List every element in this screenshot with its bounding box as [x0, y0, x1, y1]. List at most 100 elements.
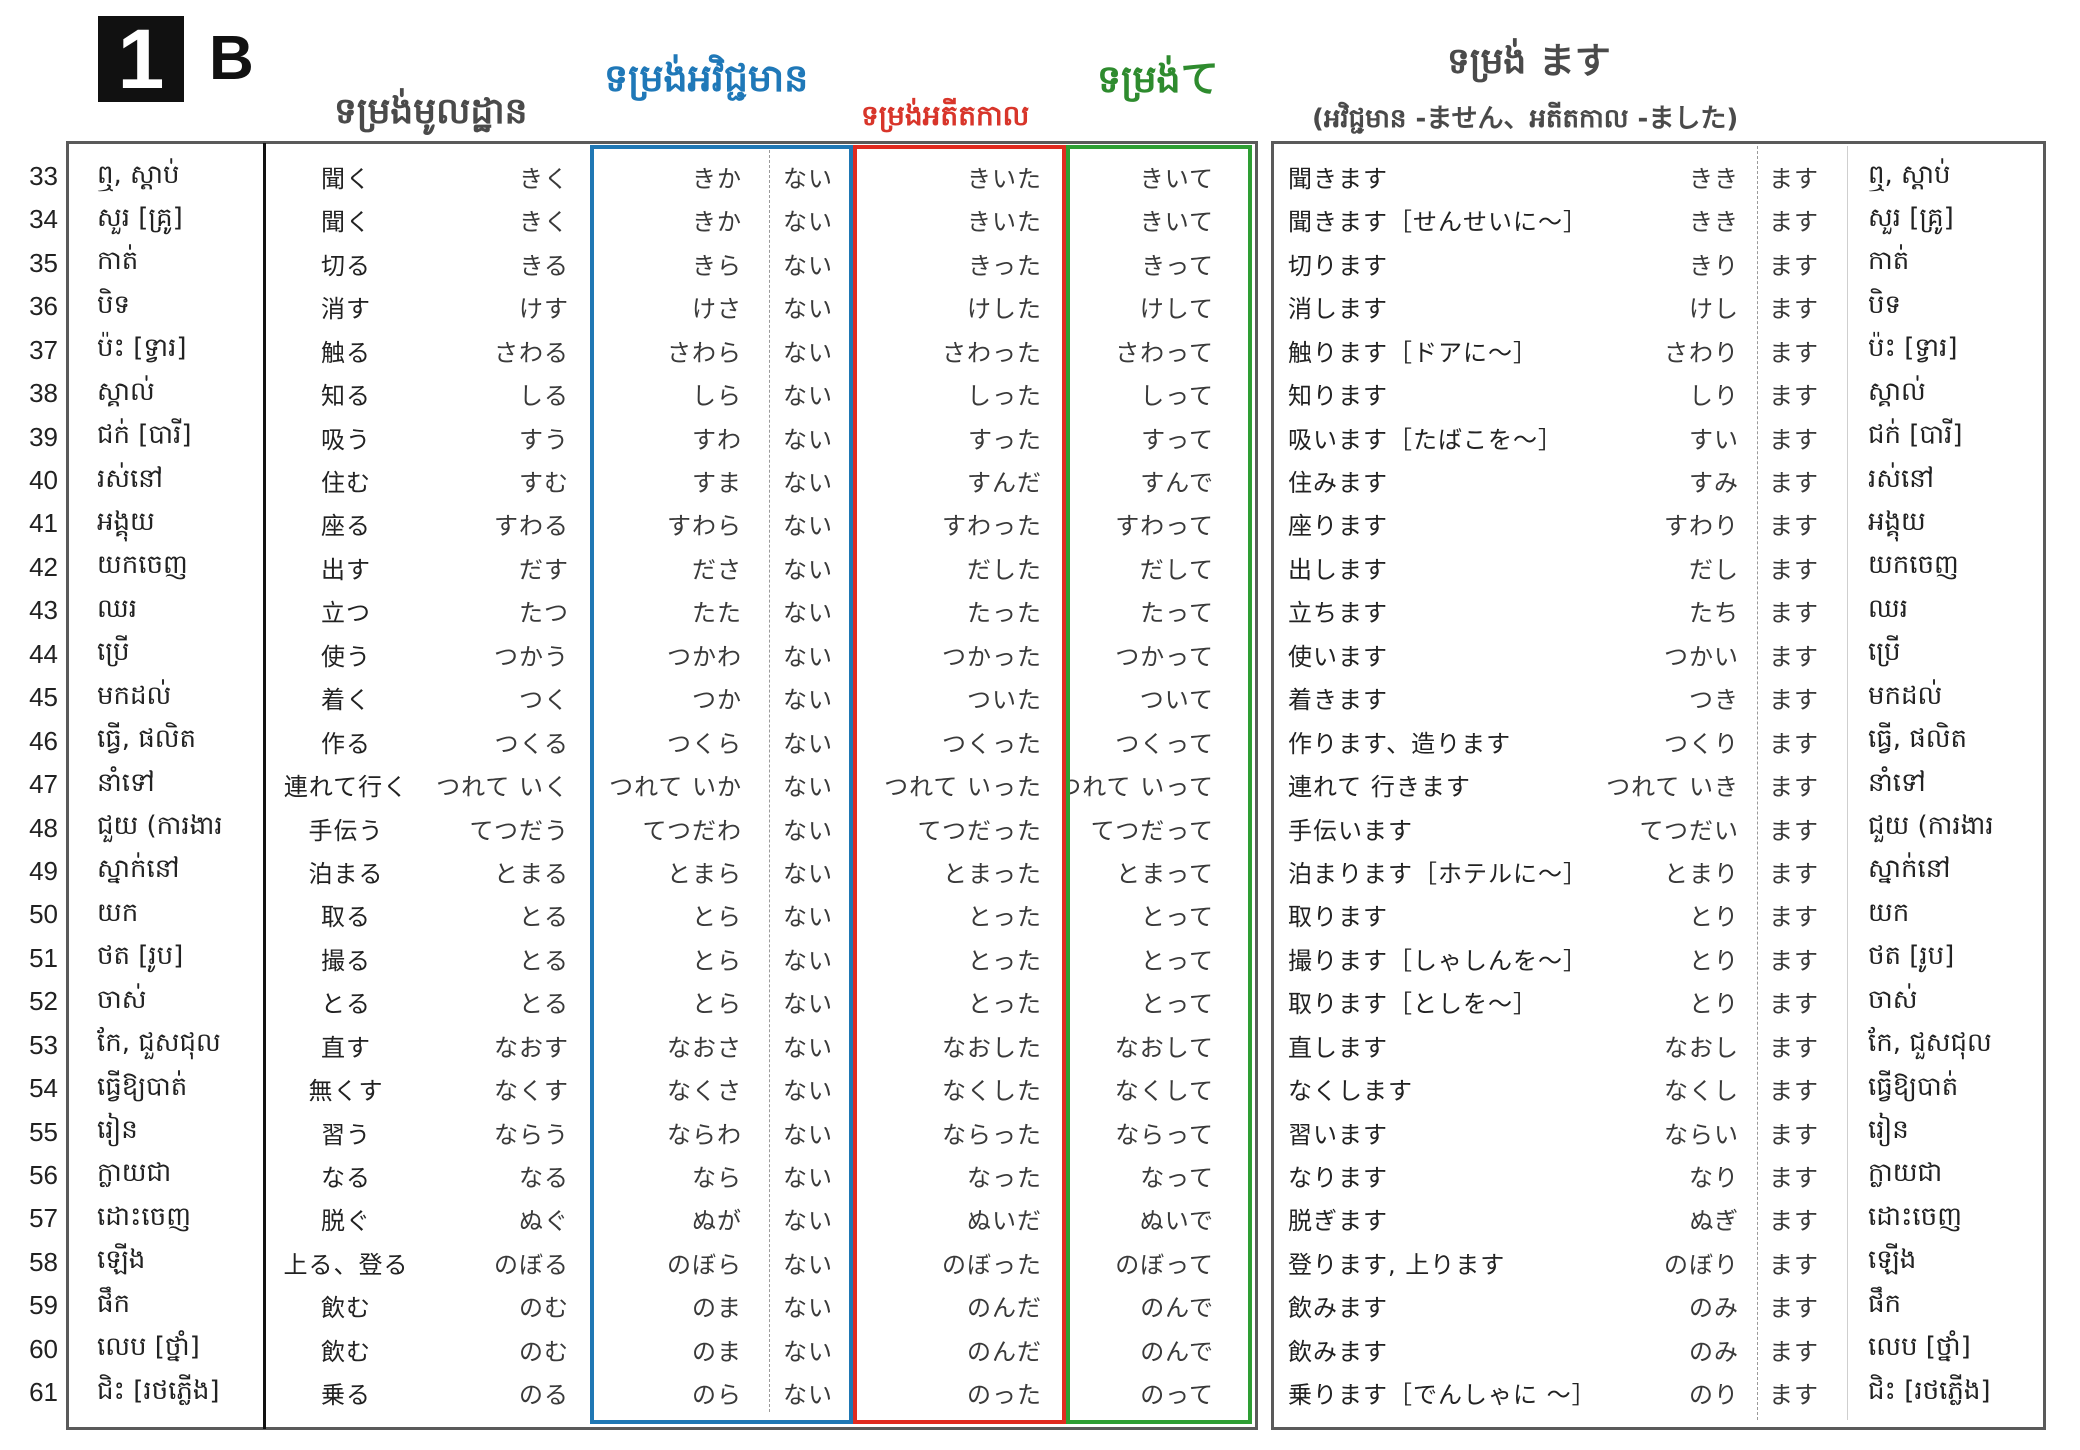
meaning-km-right: ដោះចេញ — [1868, 1201, 1962, 1232]
masu-form: 吸います［たばこを～］ — [1288, 425, 1563, 454]
meaning-km: ផឹក — [97, 1288, 131, 1319]
masu-form: 習います — [1288, 1120, 1388, 1149]
header-masu-subtitle: (អវិជ្ជមាន -ません、អតីតកាល -ました) — [1312, 104, 1739, 134]
negative-stem: すわら — [667, 512, 742, 541]
meaning-km: មកដល់ — [97, 680, 172, 711]
negative-suffix: ない — [783, 903, 833, 932]
masu-stem: とり — [1689, 903, 1739, 932]
dict-kanji: 習う — [321, 1120, 371, 1149]
table-row: 41 អង្គុយ 座る すわる すわら ない すわった すわって 座ります すわり ます អង្គុ… — [0, 502, 2080, 545]
masu-form: 聞きます — [1288, 165, 1388, 193]
te-form: とって — [1140, 903, 1214, 932]
row-number: 35 — [29, 247, 58, 278]
dict-kana: とまる — [494, 859, 569, 888]
table-row: 40 រស់នៅ 住む すむ すま ない すんだ すんで 住みます すみ ます រស់នៅ — [0, 459, 2080, 502]
meaning-km: បិទ — [97, 289, 131, 320]
negative-suffix: ない — [783, 859, 833, 888]
masu-form: 着きます — [1288, 686, 1388, 715]
masu-form: なくします — [1288, 1077, 1413, 1105]
negative-stem: なおさ — [667, 1033, 742, 1062]
meaning-km-right: ឡើង — [1868, 1245, 1917, 1276]
meaning-km-right: កាត់ — [1868, 246, 1910, 277]
masu-suffix: ます — [1769, 1337, 1819, 1366]
masu-stem: すわり — [1664, 512, 1739, 541]
masu-suffix: ます — [1769, 469, 1819, 497]
meaning-km: ស្នាក់នៅ — [97, 854, 180, 885]
meaning-km: លេប [ថ្នាំ] — [97, 1332, 200, 1363]
masu-form: 撮ります［しゃしんを～］ — [1288, 946, 1588, 975]
te-form: つれて いって — [1070, 773, 1214, 801]
past-form: つくった — [942, 729, 1042, 758]
header-dictionary-form: ទម្រង់មូលដ្ឋាន — [334, 91, 528, 132]
masu-suffix: ます — [1769, 1120, 1819, 1149]
table-row: 46 ធ្វើ, ផលិត 作る つくる つくら ない つくった つくって 作ります、造ります つ… — [0, 720, 2080, 763]
negative-stem: のぼら — [667, 1250, 742, 1279]
te-form: たって — [1140, 599, 1214, 628]
masu-stem: ならい — [1664, 1120, 1739, 1149]
masu-form: 脱ぎます — [1288, 1207, 1388, 1236]
past-form: つれて いった — [884, 773, 1042, 801]
past-form: だした — [967, 555, 1042, 584]
te-form: だして — [1139, 555, 1214, 584]
dict-kanji: 吸う — [321, 425, 371, 454]
masu-stem: なおし — [1664, 1033, 1739, 1062]
masu-form: 知ります — [1288, 382, 1388, 411]
meaning-km: យក — [97, 897, 139, 928]
negative-stem: きか — [692, 165, 742, 193]
past-form: つかった — [942, 642, 1042, 671]
negative-suffix: ない — [783, 251, 833, 280]
meaning-km-right: ឮ, ស្តាប់ — [1868, 159, 1951, 190]
dict-kana: つく — [519, 686, 569, 715]
negative-suffix: ない — [783, 1381, 833, 1409]
negative-stem: ださ — [692, 555, 742, 584]
table-row: 54 ធ្វើឱ្យបាត់ 無くす なくす なくさ ない なくした なくして なくします なくし… — [0, 1067, 2080, 1110]
meaning-km: រៀន — [97, 1115, 138, 1145]
dict-kanji: 飲む — [321, 1294, 371, 1323]
masu-suffix-divider — [1757, 146, 1758, 1420]
dict-kana: しる — [519, 382, 569, 411]
negative-suffix: ない — [783, 1250, 833, 1279]
past-form: てつだった — [917, 816, 1042, 845]
te-form: すんで — [1140, 469, 1214, 497]
negative-suffix: ない — [783, 729, 833, 758]
table-row: 61 ជិះ [រថភ្លើង] 乗る のる のら ない のった のって 乗ります［でんしゃに … — [0, 1371, 2080, 1414]
te-form: のんで — [1140, 1294, 1214, 1323]
te-form: なって — [1140, 1163, 1214, 1192]
negative-suffix: ない — [783, 1207, 833, 1236]
row-number: 61 — [29, 1377, 58, 1407]
masu-suffix: ます — [1769, 425, 1819, 454]
table-row: 55 រៀន 習う ならう ならわ ない ならった ならって 習います ならい ます រៀន — [0, 1111, 2080, 1154]
past-form: しった — [967, 382, 1042, 411]
row-number: 52 — [29, 986, 58, 1017]
masu-stem: ぬぎ — [1689, 1207, 1739, 1236]
dict-kanji: なる — [321, 1163, 371, 1192]
dict-kana: ぬぐ — [519, 1207, 569, 1236]
te-form: すって — [1141, 425, 1214, 454]
past-form: ぬいだ — [967, 1207, 1042, 1236]
header-te-form: ទម្រង់て — [1097, 57, 1219, 101]
past-form: すった — [967, 425, 1042, 454]
meaning-km: អង្គុយ — [97, 506, 155, 537]
right-meaning-divider — [1847, 146, 1848, 1420]
meaning-km: កាត់ — [97, 246, 139, 277]
past-form: のんだ — [967, 1294, 1042, 1323]
meaning-km-right: ស្នាក់នៅ — [1868, 854, 1951, 885]
masu-stem: なり — [1689, 1163, 1739, 1192]
table-row: 33 ឮ, ស្តាប់ 聞く きく きか ない きいた きいて 聞きます きき ます ឮ, ស្តា… — [0, 155, 2080, 198]
meaning-km: ថត [រូប] — [97, 941, 184, 972]
masu-suffix: ます — [1769, 165, 1819, 193]
masu-form: 座ります — [1288, 512, 1388, 541]
te-form: けして — [1139, 295, 1214, 324]
dict-kana: さわる — [494, 338, 569, 367]
dict-kana: とる — [519, 903, 569, 932]
masu-form: 取ります — [1288, 903, 1388, 932]
negative-stem: なら — [692, 1163, 742, 1192]
row-number: 33 — [29, 161, 58, 191]
masu-stem: のみ — [1689, 1337, 1739, 1366]
dict-kanji: 連れて行く — [283, 773, 409, 801]
dict-kana: なおす — [494, 1033, 569, 1062]
past-form: とった — [967, 903, 1042, 932]
te-form: すわって — [1115, 512, 1214, 541]
meaning-column-divider — [263, 143, 266, 1429]
te-form: ならって — [1115, 1120, 1214, 1149]
